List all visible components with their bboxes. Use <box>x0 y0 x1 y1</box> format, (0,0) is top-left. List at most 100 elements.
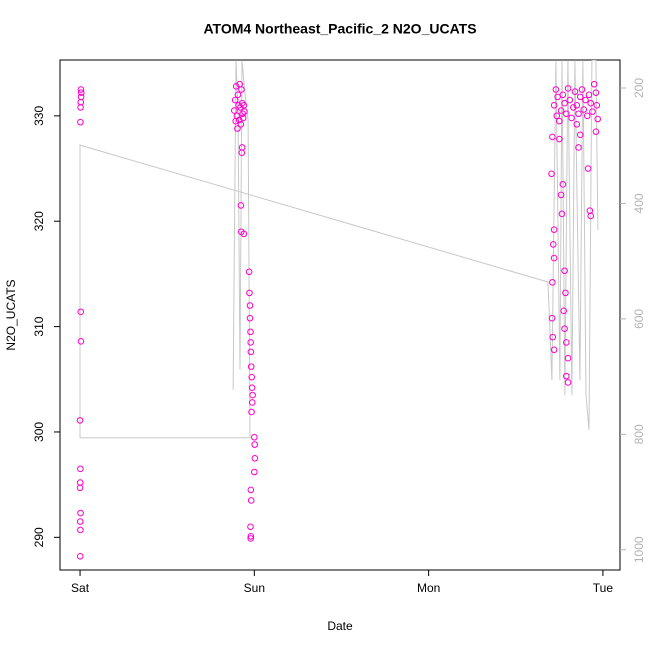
point <box>564 379 572 386</box>
x-tick-label: Sat <box>71 581 90 595</box>
point <box>234 91 242 99</box>
point <box>556 117 563 125</box>
x-tick-label: Mon <box>417 581 440 595</box>
y-tick-label: 290 <box>32 527 46 547</box>
point <box>550 346 558 354</box>
point <box>587 212 595 220</box>
point <box>556 135 563 143</box>
point <box>575 144 582 151</box>
point <box>234 125 241 132</box>
point <box>76 484 84 492</box>
y2-tick-label: 200 <box>632 78 646 98</box>
x-axis-label: Date <box>327 619 353 633</box>
point <box>549 333 557 341</box>
point <box>573 120 581 128</box>
chart-title: ATOM4 Northeast_Pacific_2 N2O_UCATS <box>203 21 476 37</box>
y-tick-label: 330 <box>32 106 46 126</box>
y2-tick-label: 1000 <box>632 536 646 563</box>
point <box>77 98 85 106</box>
y-axis-label: N2O_UCATS <box>4 279 18 350</box>
point <box>246 314 254 322</box>
point <box>550 226 558 233</box>
point <box>548 170 555 178</box>
point <box>237 104 244 111</box>
point <box>239 110 246 118</box>
y2-tick-label: 600 <box>632 309 646 329</box>
point <box>246 302 254 309</box>
point <box>238 99 246 107</box>
point <box>553 112 561 120</box>
point <box>231 96 239 104</box>
point <box>566 96 574 104</box>
point <box>564 85 572 92</box>
y2-tick-label: 400 <box>632 193 646 213</box>
point <box>77 86 85 93</box>
point <box>77 526 84 534</box>
point <box>247 486 255 494</box>
point <box>558 210 566 218</box>
point <box>573 102 581 109</box>
point <box>569 104 577 111</box>
point <box>245 268 253 276</box>
point <box>549 133 556 141</box>
point <box>241 108 248 115</box>
point <box>594 115 601 123</box>
point <box>559 91 567 99</box>
point <box>239 114 247 122</box>
point <box>77 104 84 111</box>
point <box>237 202 245 209</box>
point <box>586 207 594 214</box>
point <box>247 363 255 370</box>
point <box>247 535 254 542</box>
point <box>561 267 568 275</box>
point <box>77 93 85 101</box>
point <box>557 191 565 199</box>
point <box>548 314 556 322</box>
x-tick-label: Tue <box>593 581 614 595</box>
point <box>77 118 84 126</box>
point <box>562 289 569 297</box>
y-tick-label: 320 <box>32 211 46 231</box>
point <box>76 417 84 424</box>
point <box>559 181 567 188</box>
point <box>76 518 84 525</box>
point <box>578 86 586 93</box>
point <box>571 88 579 95</box>
point <box>248 384 256 392</box>
point <box>585 91 593 99</box>
point <box>251 468 258 476</box>
point <box>563 372 570 380</box>
point <box>240 230 248 238</box>
point <box>249 391 256 399</box>
point <box>564 354 572 362</box>
point <box>247 328 254 336</box>
pressure-line <box>79 60 599 439</box>
point <box>557 107 565 114</box>
point <box>247 497 255 504</box>
point <box>247 532 255 540</box>
plot-area <box>76 60 601 560</box>
x-tick-label: Sun <box>244 581 265 595</box>
point <box>563 339 570 346</box>
point <box>582 96 589 104</box>
point <box>561 325 568 332</box>
point <box>238 149 246 157</box>
point <box>232 83 240 90</box>
point <box>590 80 598 88</box>
point <box>575 110 582 118</box>
point <box>593 102 601 109</box>
point <box>251 441 258 448</box>
point <box>77 89 85 96</box>
y-tick-label: 310 <box>32 316 46 336</box>
point <box>247 348 255 356</box>
point <box>550 254 558 262</box>
point <box>230 107 238 114</box>
point <box>247 339 254 346</box>
point <box>549 241 557 248</box>
point <box>587 99 595 107</box>
point <box>238 86 245 93</box>
point <box>592 89 600 96</box>
point <box>77 308 85 316</box>
point <box>584 165 592 172</box>
